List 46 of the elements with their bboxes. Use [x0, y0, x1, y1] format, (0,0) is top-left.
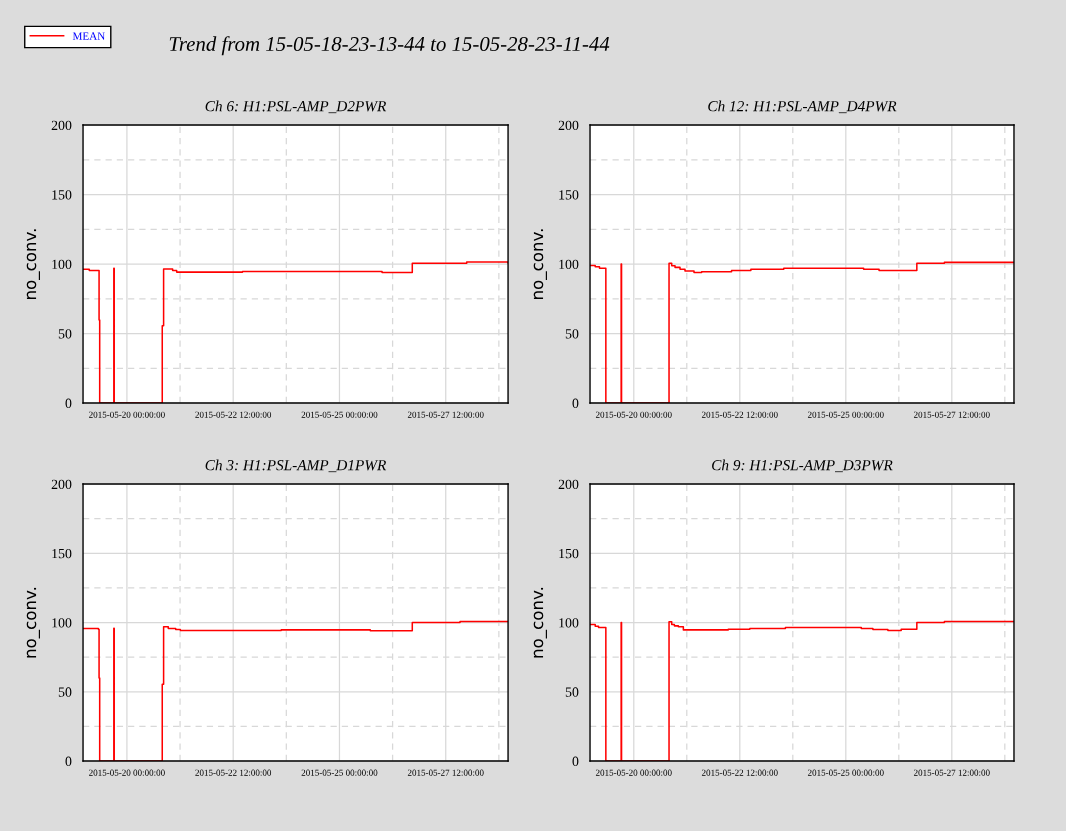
y-tick-label: 100 [52, 618, 72, 628]
x-tick-label: 2015-05-22 12:00:00 [701, 769, 778, 776]
x-tick-label: 2015-05-25 00:00:00 [301, 769, 378, 776]
x-tick-label: 2015-05-25 00:00:00 [807, 769, 884, 776]
y-tick-label: 100 [559, 259, 579, 270]
chart-title: Ch 9: H1:PSL-AMP_D3PWR [712, 459, 893, 473]
y-tick-label: 200 [51, 120, 72, 131]
x-tick-label: 2015-05-22 12:00:00 [195, 769, 272, 776]
y-tick-label: 200 [51, 479, 72, 490]
legend-label: MEAN [72, 32, 105, 40]
y-tick-label: 50 [565, 329, 579, 339]
x-tick-label: 2015-05-27 12:00:00 [407, 411, 484, 418]
x-tick-label: 2015-05-20 00:00:00 [595, 769, 672, 776]
x-tick-label: 2015-05-20 00:00:00 [89, 411, 165, 418]
x-tick-label: 2015-05-20 00:00:00 [595, 411, 672, 418]
text: Trend from 15-05-18-23-13-44 to 15-05-28-23-11-44 [169, 36, 610, 56]
y-tick-label: 200 [558, 479, 579, 490]
y-tick-label: 0 [572, 756, 579, 766]
x-tick-label: 2015-05-25 00:00:00 [807, 411, 884, 418]
chart-title: Ch 12: H1:PSL-AMP_D4PWR [708, 100, 897, 114]
x-tick-label: 2015-05-22 12:00:00 [701, 411, 778, 418]
x-tick-label: 2015-05-22 12:00:00 [195, 411, 272, 418]
y-tick-label: 150 [52, 548, 72, 559]
chart-title: Ch 3: H1:PSL-AMP_D1PWR [205, 459, 387, 473]
y-tick-label: 0 [65, 756, 72, 766]
y-tick-label: 100 [52, 259, 72, 270]
x-tick-label: 2015-05-25 00:00:00 [301, 411, 378, 418]
y-axis-title: no_conv. [533, 229, 547, 299]
y-tick-label: 50 [565, 687, 579, 697]
y-axis-title: no_conv. [26, 229, 40, 299]
x-tick-label: 2015-05-27 12:00:00 [913, 769, 990, 776]
x-tick-label: 2015-05-27 12:00:00 [913, 411, 990, 418]
y-axis-title: no_conv. [26, 587, 40, 658]
y-tick-label: 0 [572, 398, 579, 408]
y-tick-label: 200 [558, 120, 579, 131]
y-tick-label: 50 [58, 329, 72, 339]
y-tick-label: 150 [559, 548, 579, 559]
y-tick-label: 50 [58, 687, 72, 697]
x-tick-label: 2015-05-27 12:00:00 [407, 769, 484, 776]
y-tick-label: 150 [52, 190, 72, 200]
y-axis-title: no_conv. [533, 587, 547, 658]
x-tick-label: 2015-05-20 00:00:00 [89, 769, 165, 776]
chart-title: Ch 6: H1:PSL-AMP_D2PWR [205, 100, 387, 114]
y-tick-label: 150 [559, 190, 579, 200]
y-tick-label: 0 [65, 398, 72, 408]
y-tick-label: 100 [559, 618, 579, 628]
